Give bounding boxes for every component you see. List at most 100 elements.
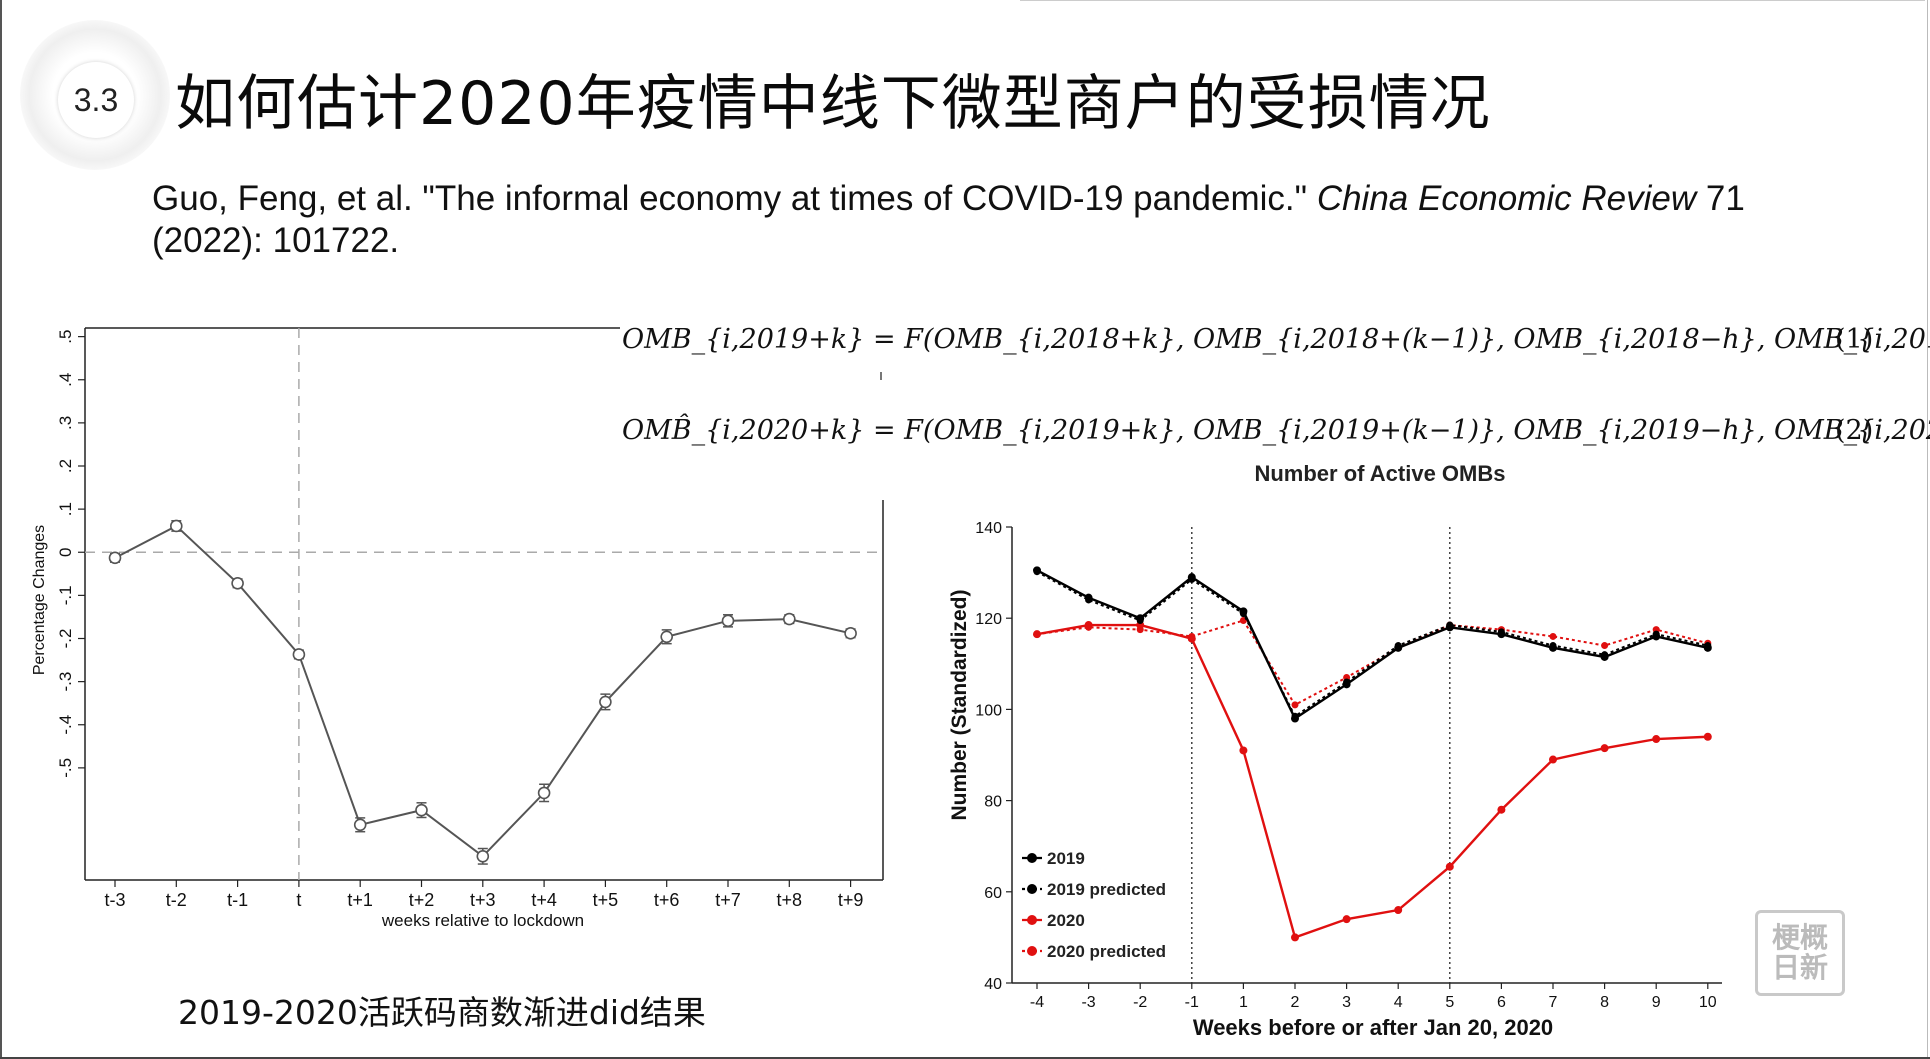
did-chart-axes: .5 .4 .3 .2 .1 0 -.1 -.2 -.3 -.4 -.5 t-3 t-2 t-1 t t+1 t… — [56, 327, 884, 910]
omb-point — [1601, 642, 1609, 650]
omb-x-tick-label: 7 — [1549, 994, 1558, 1011]
did-point — [782, 612, 796, 626]
omb-point — [1033, 566, 1041, 575]
omb-x-tick-label: 2 — [1291, 994, 1300, 1011]
slide-frame-right — [1927, 0, 1928, 1059]
did-point — [353, 818, 367, 832]
omb-point — [1497, 805, 1506, 814]
omb-x-tick-label: -1 — [1185, 994, 1199, 1011]
omb-point — [1291, 714, 1299, 723]
omb-x-tick-label: 9 — [1652, 994, 1661, 1011]
watermark-logo: 梗概 日新 — [1755, 910, 1845, 996]
omb-chart-ylabel: Number (Standardized) — [948, 589, 971, 820]
omb-legend-marker — [1027, 915, 1037, 925]
citation-tail: 71 (2022): 101722. — [152, 179, 1745, 260]
omb-point — [1239, 607, 1248, 616]
omb-point — [1497, 630, 1506, 639]
slide-frame-left — [0, 0, 2, 1059]
omb-series-line — [1036, 570, 1709, 718]
citation: Guo, Feng, et al. "The informal economy … — [152, 178, 1852, 262]
omb-x-tick-label: 8 — [1600, 994, 1609, 1011]
omb-point — [1394, 906, 1403, 915]
did-x-tick-label: t+3 — [470, 890, 496, 910]
did-x-tick-label: t+9 — [838, 890, 864, 910]
omb-point — [1033, 630, 1041, 639]
omb-point — [1187, 573, 1196, 582]
did-point — [476, 849, 490, 863]
omb-point — [1342, 680, 1351, 689]
omb-series-line — [1036, 569, 1709, 721]
omb-x-tick-label: 5 — [1445, 994, 1454, 1011]
equation-1-number: (1) — [1835, 324, 1874, 355]
omb-y-tick-label: 100 — [975, 702, 1002, 719]
omb-point — [1549, 755, 1557, 764]
did-point — [415, 803, 428, 817]
did-series-line — [114, 524, 851, 858]
citation-journal: China Economic Review — [1316, 179, 1697, 218]
omb-legend-label: 2019 — [1047, 849, 1085, 868]
slide-frame-top — [1020, 0, 1925, 1]
omb-legend-label: 2019 predicted — [1047, 880, 1166, 899]
stray-mark — [880, 372, 882, 380]
omb-series-line — [1036, 623, 1708, 939]
omb-point — [1703, 643, 1712, 652]
omb-legend-label: 2020 predicted — [1047, 942, 1166, 961]
omb-x-tick-label: 6 — [1497, 994, 1506, 1011]
omb-point — [1549, 632, 1557, 640]
omb-point — [1703, 732, 1712, 741]
citation-authors: Guo, Feng, et al. "The informal economy … — [152, 179, 1308, 218]
omb-legend-marker — [1027, 946, 1037, 956]
omb-point — [1291, 701, 1299, 709]
did-x-tick-label: t-2 — [166, 890, 187, 910]
did-x-tick-label: t+7 — [715, 890, 741, 910]
did-x-tick-label: t-1 — [227, 890, 248, 910]
section-badge: 3.3 — [58, 62, 134, 138]
equation-2: OMB̂_{i,2020+k} = F(OMB_{i,2019+k}, OMB_… — [622, 415, 1930, 446]
did-y-tick-label: -.1 — [56, 585, 75, 605]
omb-x-tick-label: -3 — [1081, 994, 1095, 1011]
omb-y-tick-label: 80 — [984, 794, 1002, 811]
did-chart: .5 .4 .3 .2 .1 0 -.1 -.2 -.3 -.4 -.5 t-3 t-2 t-1 t t+1 t… — [31, 327, 884, 930]
omb-x-tick-label: -2 — [1133, 994, 1147, 1011]
did-y-tick-label: .4 — [56, 373, 75, 387]
did-y-tick-label: -.5 — [56, 758, 75, 778]
did-point — [231, 576, 244, 590]
omb-point — [1394, 643, 1403, 652]
did-y-tick-label: .5 — [56, 330, 75, 344]
did-x-tick-label: t+1 — [347, 890, 373, 910]
did-point — [170, 519, 183, 533]
omb-legend-label: 2020 — [1047, 911, 1085, 930]
omb-y-tick-label: 40 — [984, 976, 1002, 993]
omb-chart-title: Number of Active OMBs — [1254, 461, 1505, 486]
did-y-tick-label: -.2 — [56, 629, 75, 649]
omb-chart-axes: 40 60 80 100 120 140 -4 -3 -2 -1 1 2 3 4 5 6 7 8 9 10 — [975, 520, 1722, 1011]
omb-point — [1600, 652, 1609, 661]
omb-point — [1652, 632, 1661, 641]
did-y-tick-label: .2 — [56, 459, 75, 473]
omb-point — [1084, 593, 1093, 602]
did-y-tick-label: .1 — [56, 502, 75, 516]
did-point — [292, 648, 306, 661]
did-point — [537, 786, 551, 800]
slide-title: 如何估计2020年疫情中线下微型商户的受损情况 — [175, 69, 1491, 139]
omb-y-tick-label: 120 — [975, 611, 1002, 628]
omb-chart-marks — [1033, 566, 1712, 942]
omb-y-tick-label: 60 — [984, 885, 1002, 902]
omb-x-tick-label: -4 — [1030, 994, 1044, 1011]
omb-x-tick-label: 10 — [1699, 994, 1717, 1011]
did-x-tick-label: t-3 — [104, 890, 125, 910]
omb-point — [1549, 643, 1557, 652]
omb-chart: Number of Active OMBs 40 60 80 100 120 140 -4 -… — [948, 461, 1722, 1040]
omb-point — [1600, 744, 1609, 753]
omb-point — [1342, 915, 1351, 924]
did-point — [844, 627, 857, 640]
equation-2-number: (2) — [1835, 415, 1874, 446]
did-y-tick-label: 0 — [56, 548, 75, 557]
did-point — [721, 614, 735, 628]
omb-x-tick-label: 1 — [1239, 994, 1248, 1011]
did-chart-xlabel: weeks relative to lockdown — [381, 911, 584, 930]
omb-legend-marker — [1027, 853, 1037, 863]
omb-point — [1445, 862, 1454, 871]
omb-y-tick-label: 140 — [975, 520, 1002, 537]
did-y-tick-label: -.4 — [56, 715, 75, 735]
